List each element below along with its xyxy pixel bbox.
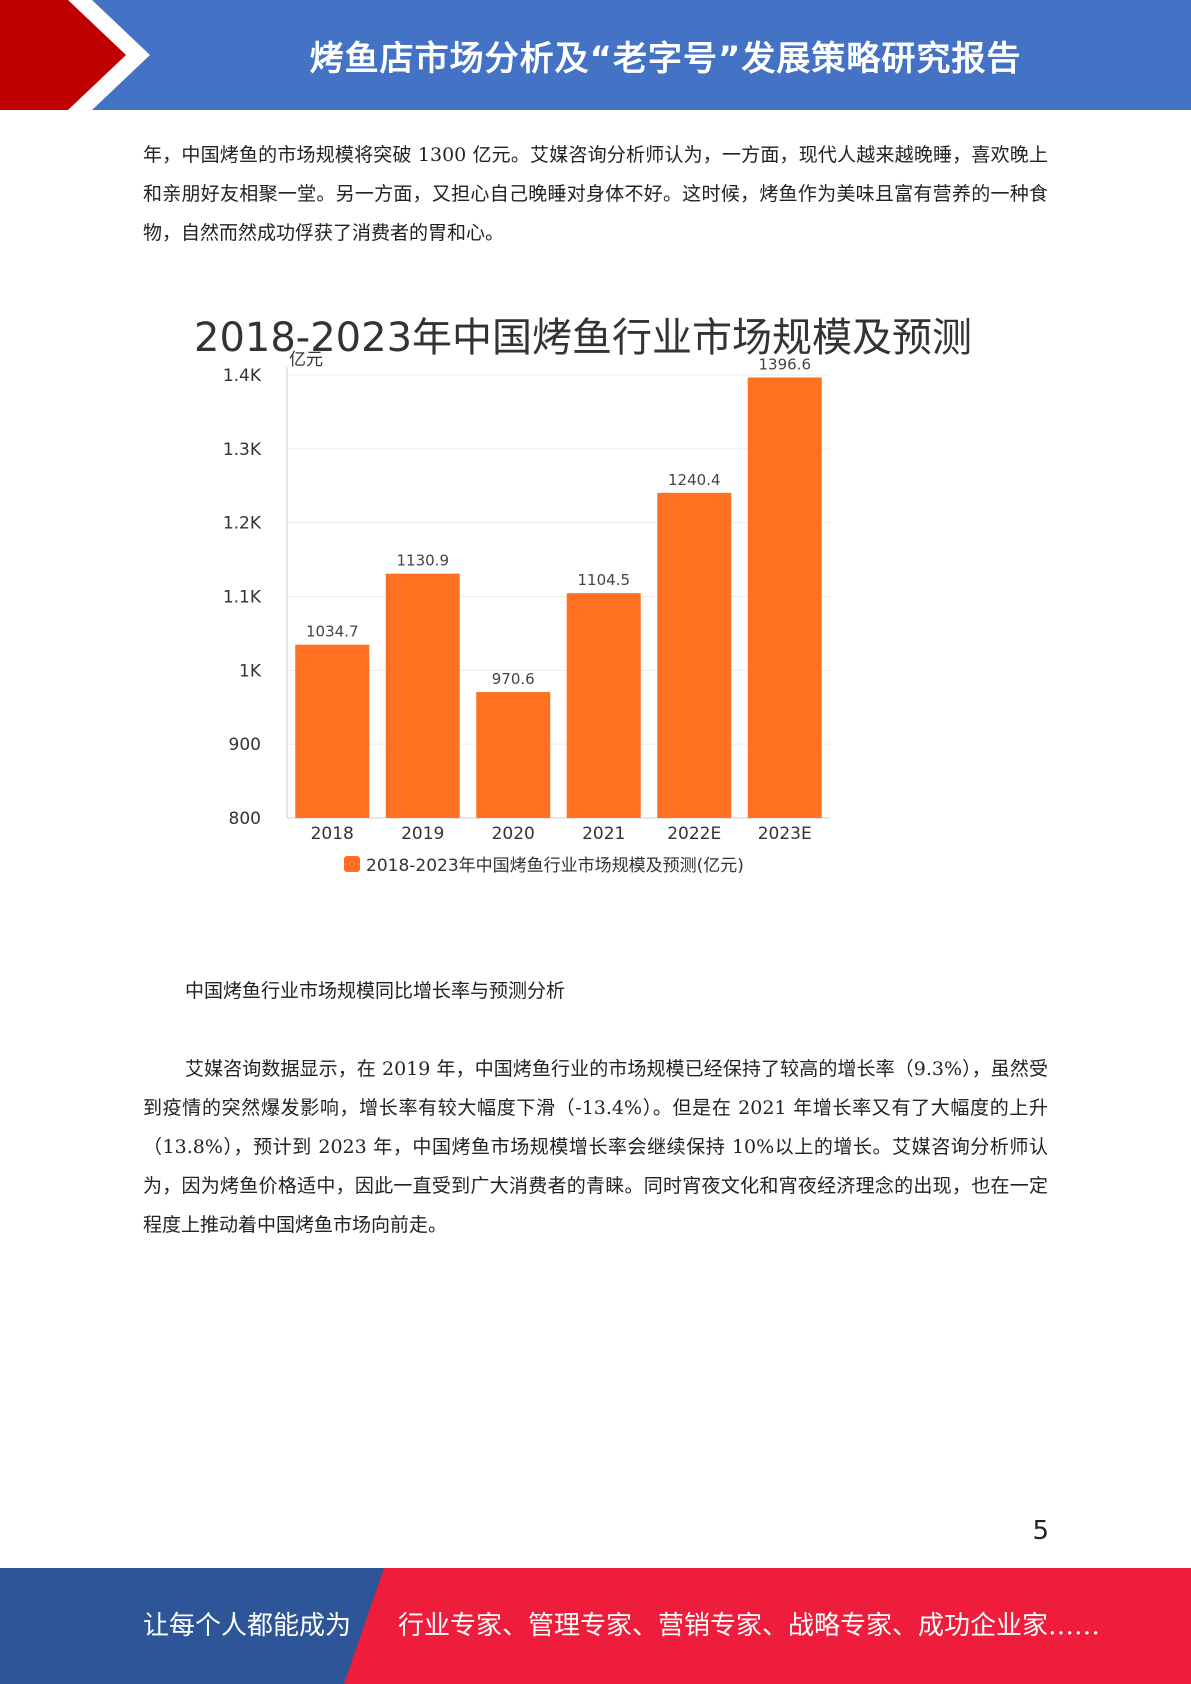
x-tick-label: 2023E [758, 824, 812, 844]
footer-slogan-left: 让每个人都能成为 [143, 1611, 352, 1641]
bar-chart: 2018-2023年中国烤鱼行业市场规模及预测 800 900 1K 1.1K 1.2K… [180, 295, 972, 955]
bar [657, 492, 732, 818]
intro-paragraph: 年，中国烤鱼的市场规模将突破 1300 亿元。艾媒咨询分析师认为，一方面，现代人… [143, 144, 1048, 244]
x-tick-label: 2018 [311, 824, 354, 844]
page-number: 5 [1032, 1516, 1049, 1546]
bar-value-label: 1240.4 [668, 471, 721, 489]
bar-value-label: 1396.6 [759, 356, 812, 374]
x-tick-label: 2019 [401, 824, 444, 844]
y-tick-label: 800 [229, 809, 261, 829]
footer-slogan-right: 行业专家、管理专家、营销专家、战略专家、成功企业家…… [398, 1611, 1101, 1641]
bar-value-label: 1104.5 [578, 571, 631, 589]
y-tick-label: 1.3K [223, 440, 262, 460]
bar-value-label: 1130.9 [397, 552, 450, 570]
bar-value-label: 1034.7 [306, 623, 359, 641]
legend-label: 2018-2023年中国烤鱼行业市场规模及预测(亿元) [366, 856, 744, 876]
chart-canvas: 800 900 1K 1.1K 1.2K 1.3K 1.4K 亿元 1034.7 2018 1130… [223, 350, 830, 876]
page-header: 烤鱼店市场分析及“老字号”发展策略研究报告 [0, 0, 1191, 110]
y-tick-label: 1.4K [223, 366, 262, 386]
legend-swatch [344, 856, 360, 872]
y-axis-label: 亿元 [289, 350, 323, 370]
report-title: 烤鱼店市场分析及“老字号”发展策略研究报告 [309, 38, 1022, 79]
x-tick-label: 2022E [667, 824, 721, 844]
y-tick-label: 1.2K [223, 514, 262, 534]
x-tick-label: 2021 [582, 824, 625, 844]
bar [747, 377, 822, 818]
chart-title: 2018-2023年中国烤鱼行业市场规模及预测 [194, 315, 973, 361]
footer-banner [0, 1568, 1191, 1684]
bar [385, 573, 460, 818]
bar [566, 593, 641, 818]
header-arrow-icon [0, 0, 150, 110]
y-tick-label: 900 [229, 735, 261, 755]
x-tick-label: 2020 [492, 824, 535, 844]
analysis-paragraph: 艾媒咨询数据显示，在 2019 年，中国烤鱼行业的市场规模已经保持了较高的增长率… [143, 1058, 1048, 1236]
bar [476, 692, 551, 818]
chart-caption: 中国烤鱼行业市场规模同比增长率与预测分析 [185, 980, 566, 1002]
y-tick-label: 1K [239, 661, 262, 681]
bar [295, 644, 370, 818]
bar-value-label: 970.6 [492, 670, 535, 688]
y-tick-label: 1.1K [223, 588, 262, 608]
page-footer: 让每个人都能成为 行业专家、管理专家、营销专家、战略专家、成功企业家…… [0, 1568, 1191, 1684]
